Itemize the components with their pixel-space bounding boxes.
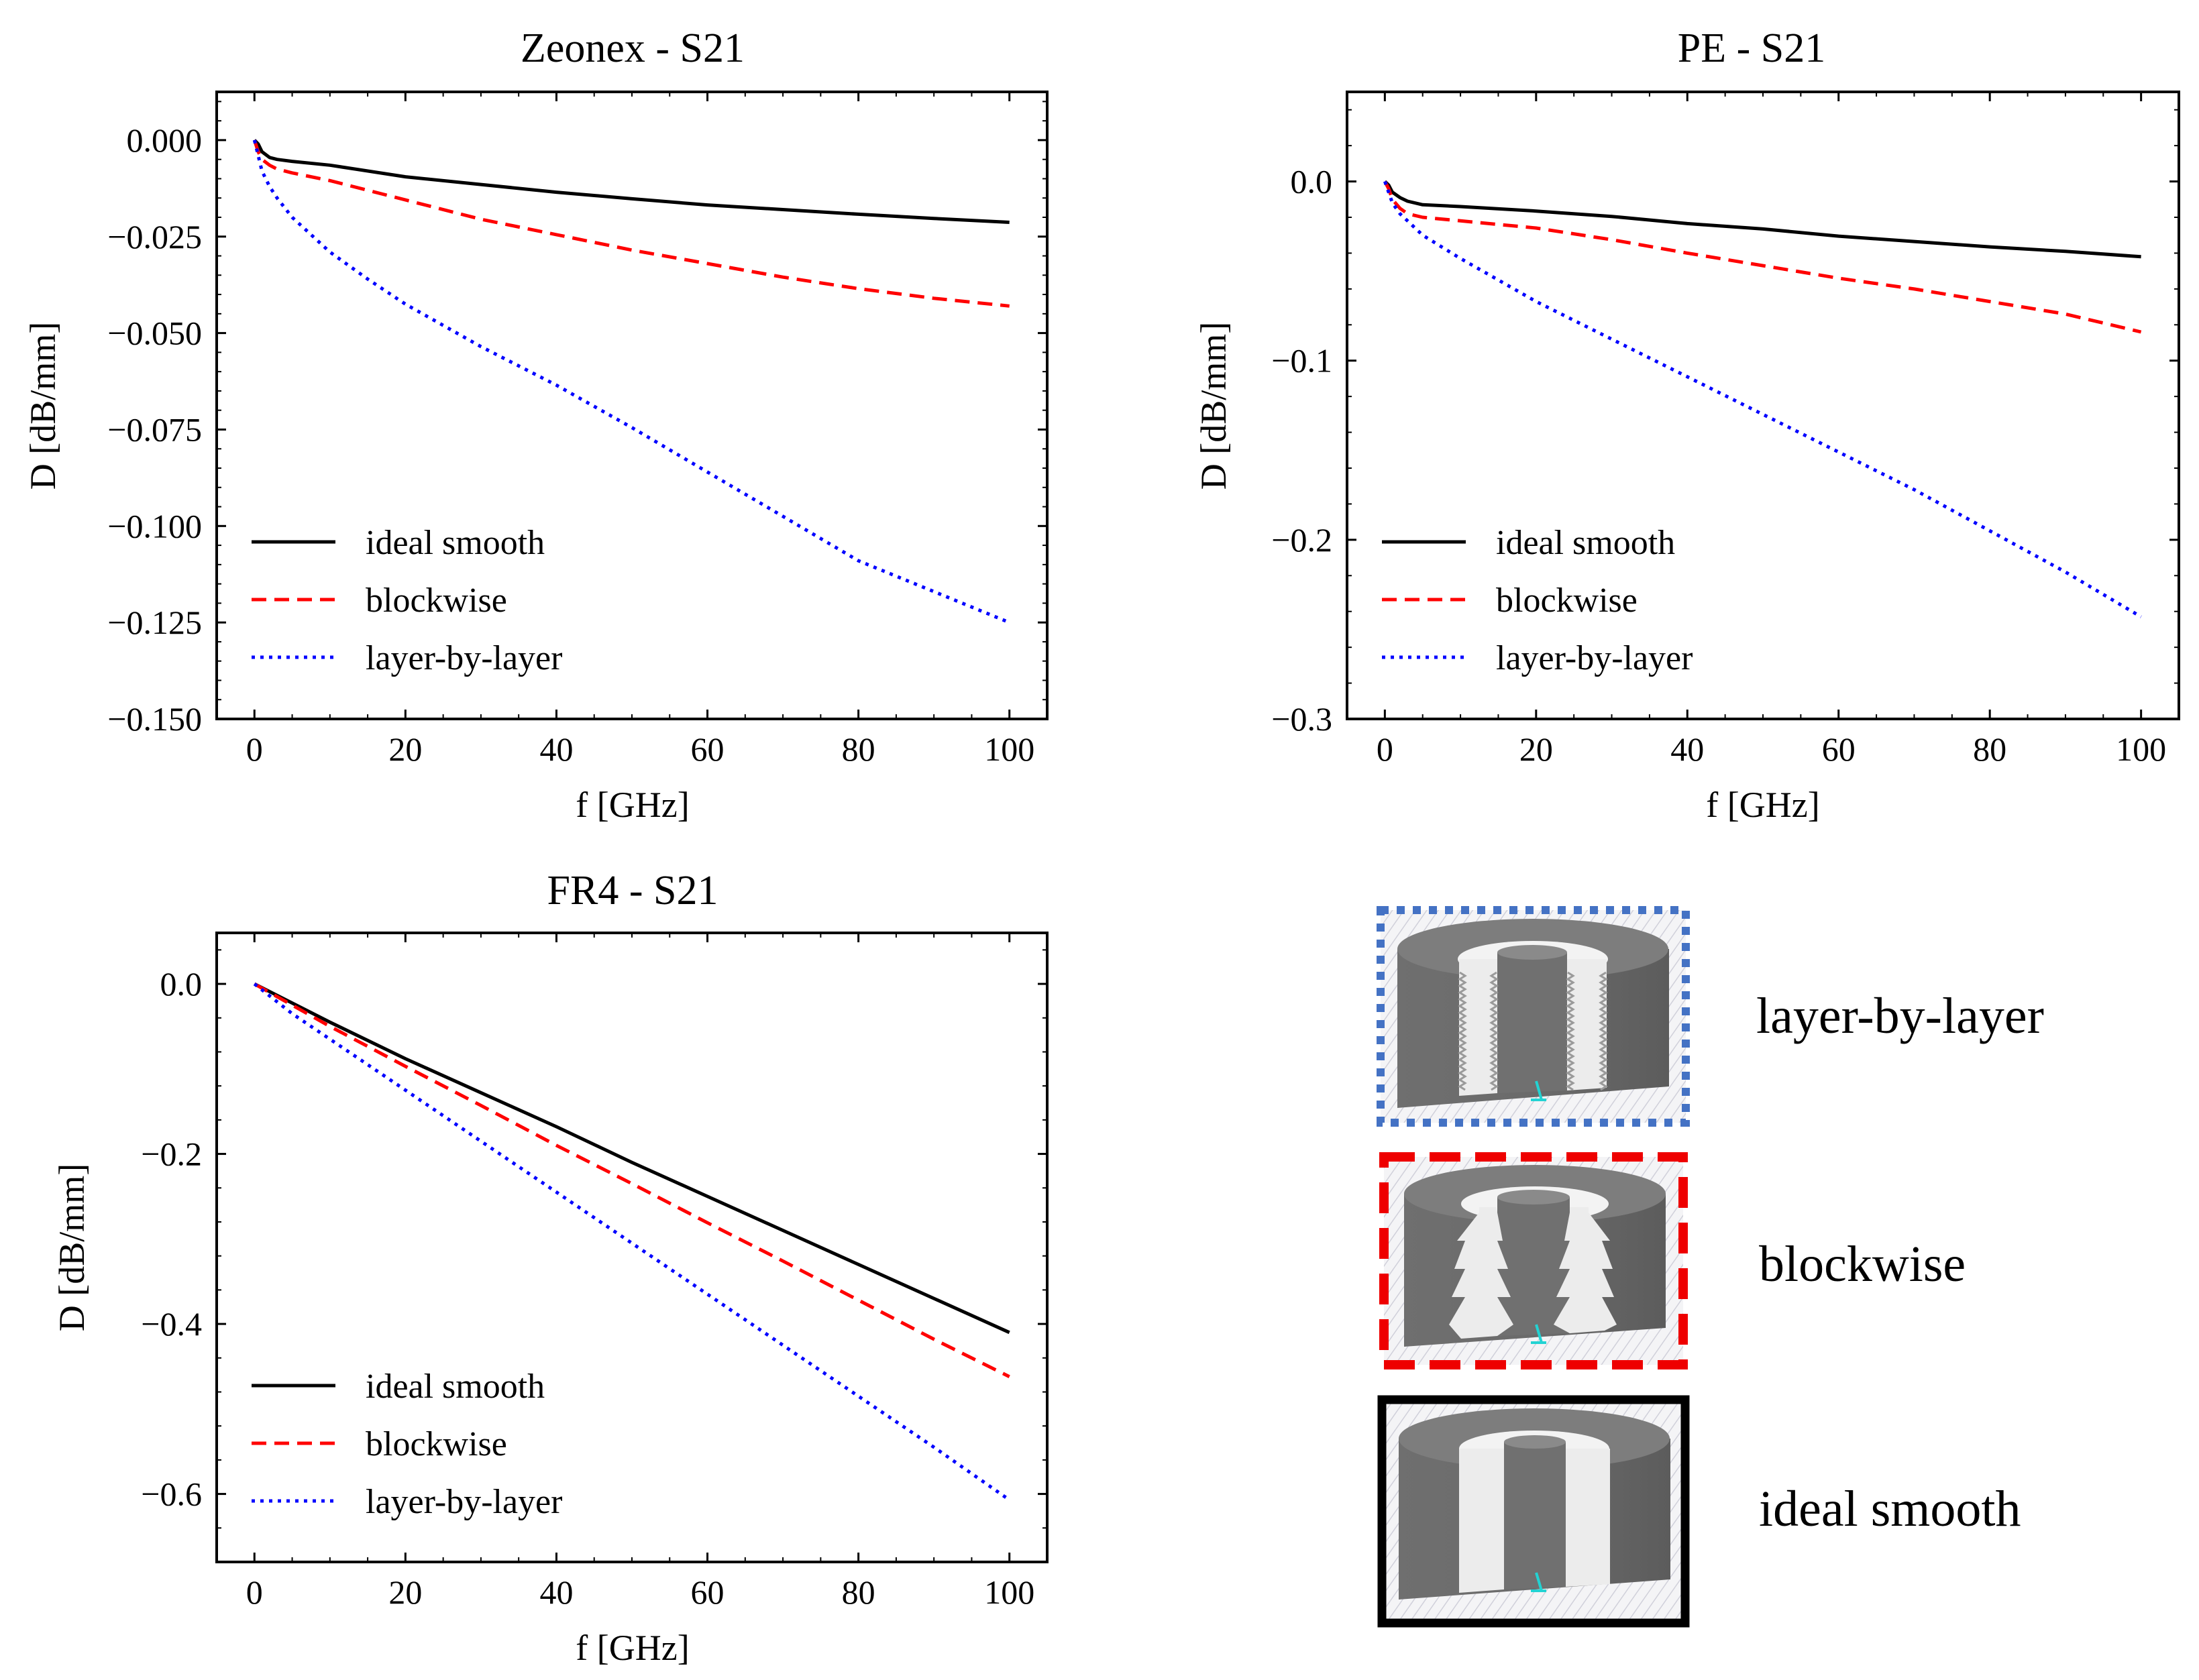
plot-title: FR4 - S21 [547, 868, 718, 913]
geometry-panel-ideal-smooth: ideal smooth [1377, 1395, 2021, 1628]
series-layer [1383, 180, 2142, 618]
x-tick-label: 100 [2116, 730, 2166, 768]
x-tick-label: 40 [539, 1573, 573, 1611]
y-tick-label: −0.125 [107, 604, 202, 641]
plot-title: PE - S21 [1678, 25, 1825, 71]
cylinder-illustration [1399, 1408, 1670, 1600]
y-tick-label: −0.025 [107, 218, 202, 256]
y-tick-group: 0.0 −0.1 −0.2 −0.3 [1271, 109, 2179, 738]
y-tick-label: −0.1 [1271, 342, 1332, 380]
series-line-blockwise [254, 982, 1010, 1378]
x-tick-label: 60 [1822, 730, 1856, 768]
y-tick-label: −0.2 [1271, 521, 1332, 559]
y-tick-label: −0.4 [141, 1305, 202, 1343]
legend-label-ideal: ideal smooth [366, 524, 545, 562]
plot-zeonex: Zeonex - S21 0.000 −0.025 −0.050 −0.075 −0.1… [23, 25, 1049, 825]
x-tick-label: 20 [388, 730, 422, 768]
x-tick-label: 80 [842, 730, 875, 768]
panel-border-solid [1377, 1395, 1690, 1628]
x-tick-label: 100 [984, 730, 1034, 768]
y-tick-label: −0.3 [1271, 700, 1332, 738]
plot-fr4: FR4 - S21 0.0 −0.2 −0.4 −0.6 0 20 40 60 80 100 f… [52, 868, 1049, 1668]
y-axis-label: D [dB/mm] [52, 1164, 92, 1332]
legend-label-ideal: ideal smooth [1496, 524, 1675, 562]
panel-border-dotted [1377, 906, 1690, 1127]
x-tick-group: 0 20 40 60 80 100 [1377, 92, 2166, 768]
x-tick-label: 80 [842, 1573, 875, 1611]
y-tick-label: 0.000 [127, 121, 203, 159]
panel-border-dashed [1379, 1152, 1688, 1369]
geometry-panel-layer-by-layer: layer-by-layer [1377, 906, 2044, 1127]
legend: ideal smooth blockwise layer-by-layer [1382, 524, 1693, 677]
plot-title: Zeonex - S21 [521, 25, 745, 71]
legend-label-ideal: ideal smooth [366, 1367, 545, 1406]
geometry-label-ideal-smooth: ideal smooth [1759, 1481, 2021, 1537]
y-axis-label: D [dB/mm] [23, 322, 63, 490]
y-axis-label: D [dB/mm] [1193, 322, 1234, 490]
x-axis-label: f [GHz] [576, 785, 689, 825]
legend-label-layer: layer-by-layer [1496, 639, 1693, 677]
x-tick-group: 0 20 40 60 80 100 [246, 933, 1034, 1611]
x-tick-label: 40 [1670, 730, 1704, 768]
series-line-ideal-smooth [1383, 180, 2141, 259]
legend-label-layer: layer-by-layer [366, 1483, 562, 1521]
y-tick-label: −0.150 [107, 700, 202, 738]
series-line-ideal-smooth [253, 139, 1010, 224]
y-tick-group: 0.000 −0.025 −0.050 −0.075 −0.100 −0.125 −0.15… [107, 101, 1047, 738]
x-tick-label: 60 [691, 1573, 725, 1611]
plot-frame [215, 91, 1049, 720]
geometry-legend: layer-by-layer blockwise [1377, 906, 2044, 1628]
y-tick-label: 0.0 [160, 965, 203, 1003]
x-tick-label: 0 [246, 1573, 263, 1611]
x-tick-label: 0 [1377, 730, 1393, 768]
legend-label-block: blockwise [1496, 581, 1638, 620]
x-tick-label: 20 [388, 1573, 422, 1611]
legend: ideal smooth blockwise layer-by-layer [252, 1367, 562, 1521]
y-tick-label: −0.050 [107, 315, 202, 352]
series-line-blockwise [1383, 180, 2142, 334]
series-layer [252, 139, 1010, 624]
plot-frame [1346, 91, 2180, 720]
legend: ideal smooth blockwise layer-by-layer [252, 524, 562, 677]
cylinder-illustration [1397, 919, 1669, 1108]
x-tick-label: 100 [984, 1573, 1034, 1611]
y-tick-label: 0.0 [1291, 163, 1333, 201]
y-tick-label: −0.100 [107, 507, 202, 545]
series-line-layer-by-layer [253, 983, 1011, 1502]
x-tick-label: 20 [1519, 730, 1553, 768]
series-line-blockwise [252, 139, 1010, 308]
geometry-label-layer-by-layer: layer-by-layer [1756, 988, 2044, 1044]
y-tick-group: 0.0 −0.2 −0.4 −0.6 [141, 949, 1047, 1563]
geometry-panel-blockwise: blockwise [1379, 1152, 1966, 1369]
series-layer [253, 982, 1011, 1502]
y-tick-label: −0.6 [141, 1475, 202, 1513]
legend-label-block: blockwise [366, 1425, 507, 1463]
legend-label-layer: layer-by-layer [366, 639, 562, 677]
x-tick-group: 0 20 40 60 80 100 [246, 92, 1034, 768]
plot-pe: PE - S21 0.0 −0.1 −0.2 −0.3 0 20 40 60 80 100 f … [1193, 25, 2180, 825]
x-tick-label: 0 [246, 730, 263, 768]
y-tick-label: −0.2 [141, 1135, 202, 1173]
y-tick-label: −0.075 [107, 410, 202, 448]
x-axis-label: f [GHz] [576, 1628, 689, 1668]
x-tick-label: 80 [1973, 730, 2006, 768]
x-axis-label: f [GHz] [1706, 785, 1819, 825]
geometry-label-blockwise: blockwise [1759, 1236, 1966, 1292]
cylinder-illustration [1404, 1165, 1666, 1347]
x-tick-label: 60 [691, 730, 725, 768]
legend-label-block: blockwise [366, 581, 507, 620]
plot-frame [215, 932, 1049, 1563]
series-line-ideal-smooth [254, 982, 1010, 1335]
x-tick-label: 40 [539, 730, 573, 768]
